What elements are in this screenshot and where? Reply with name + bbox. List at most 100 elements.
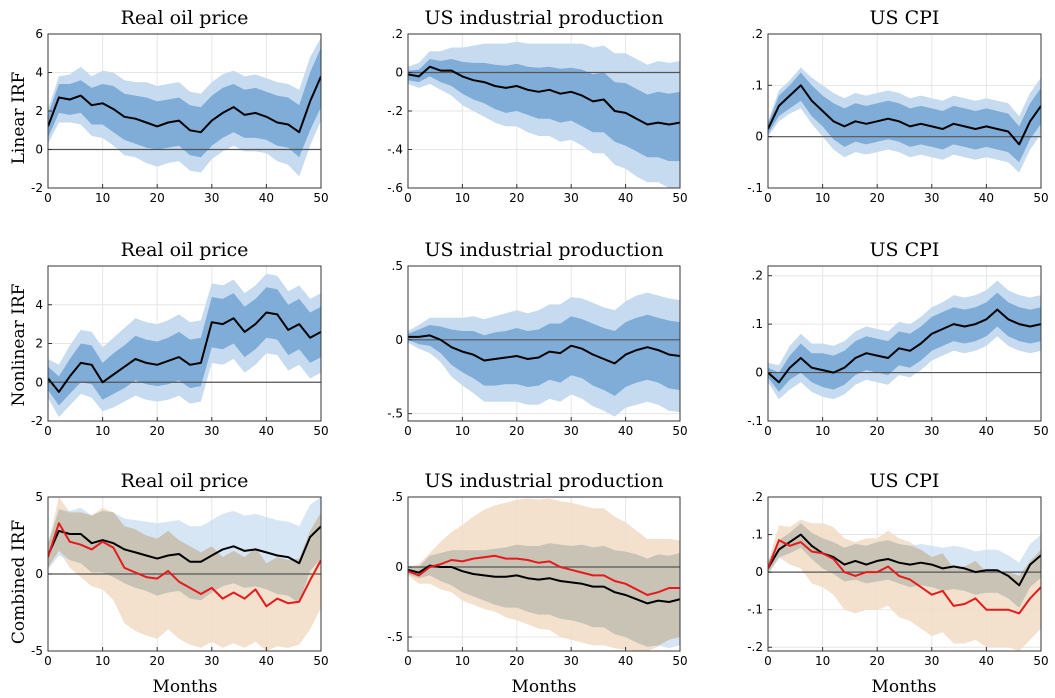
x-tick-label: 0 [404, 191, 412, 205]
inner-confidence-band [768, 72, 1041, 163]
point-estimate-line [768, 308, 1041, 384]
y-tick-label: .1 [752, 528, 763, 542]
panel-title: US industrial production [425, 470, 664, 492]
axes-frame [767, 265, 1042, 422]
row-label-nonlinear: Nonlinear IRF [9, 283, 29, 406]
x-tick-label: 50 [313, 191, 328, 205]
x-tick-label: 10 [455, 654, 470, 668]
x-tick-label: 20 [870, 424, 885, 438]
overlap-band [408, 543, 680, 647]
x-tick-label: 0 [404, 654, 412, 668]
y-tick-label: 0 [35, 143, 43, 157]
x-tick-label: 30 [924, 654, 939, 668]
axes-frame [767, 33, 1042, 189]
x-tick-label: 20 [509, 191, 524, 205]
linear-estimate-line [48, 525, 321, 565]
panel-title: US industrial production [425, 7, 664, 29]
y-tick-label: 0 [755, 366, 763, 380]
x-tick-label: 20 [870, 191, 885, 205]
y-tick-label: .5 [392, 259, 403, 273]
x-tick-label: 10 [815, 424, 830, 438]
axes-frame [407, 496, 681, 652]
y-tick-label: -.5 [387, 630, 403, 644]
x-tick-label: 40 [618, 424, 633, 438]
y-tick-label: .2 [752, 269, 763, 283]
x-tick-label: 20 [150, 191, 165, 205]
x-tick-label: 20 [870, 654, 885, 668]
nonlinear-estimate-line [408, 554, 680, 596]
x-tick-label: 30 [924, 424, 939, 438]
y-tick-label: 0 [395, 333, 403, 347]
panel-title: US industrial production [425, 239, 664, 261]
panel-title: US CPI [870, 239, 940, 261]
row-label-combined: Combined IRF [9, 520, 29, 644]
overlap-band [768, 523, 1041, 608]
panel-title: US CPI [870, 470, 940, 492]
x-tick-label: 20 [509, 654, 524, 668]
x-tick-label: 10 [455, 424, 470, 438]
x-tick-label: 10 [95, 654, 110, 668]
x-tick-label: 30 [564, 424, 579, 438]
x-tick-label: 0 [44, 424, 52, 438]
x-tick-label: 10 [815, 191, 830, 205]
x-tick-label: 40 [979, 654, 994, 668]
panel-2-3: 0 10 20 30 40 50-.10.1.2US CPI [747, 239, 1048, 438]
x-tick-label: 10 [455, 191, 470, 205]
row-label-linear: Linear IRF [9, 71, 29, 164]
inner-confidence-band [768, 292, 1041, 392]
y-tick-label: 0 [35, 567, 43, 581]
y-tick-label: -.1 [747, 181, 763, 195]
panel-3-3: 0 10 20 30 40 50 -.2 -.1 0 .1 .2 US CPI [747, 470, 1048, 668]
panel-2-2: 0 10 20 30 40 50-.50.5US industrial productio… [387, 239, 687, 438]
panel-title: Real oil price [121, 7, 249, 29]
y-tick-label: -.5 [387, 407, 403, 421]
y-tick-label: 4 [35, 66, 43, 80]
x-tick-label: 40 [259, 191, 274, 205]
y-tick-label: 2 [35, 104, 43, 118]
inner-confidence-band [408, 59, 680, 162]
x-tick-label: 50 [1033, 424, 1048, 438]
x-tick-label: 10 [815, 654, 830, 668]
x-tick-label: 40 [259, 654, 274, 668]
y-tick-label: -2 [31, 181, 43, 195]
y-tick-label: 2 [35, 337, 43, 351]
y-tick-label: -.2 [747, 640, 763, 654]
axes-frame [767, 496, 1042, 652]
y-tick-label: .2 [392, 27, 403, 41]
y-tick-label: .1 [752, 317, 763, 331]
x-tick-label: 10 [95, 191, 110, 205]
x-tick-label: 30 [564, 654, 579, 668]
panel-1-3: 0 10 20 30 40 50-.10.1.2US CPI [747, 7, 1048, 205]
y-tick-label: -2 [31, 414, 43, 428]
x-tick-label: 0 [404, 424, 412, 438]
y-tick-label: .1 [752, 78, 763, 92]
overlap-band [48, 509, 321, 604]
inner-confidence-band [48, 287, 321, 406]
panel-title: Real oil price [121, 239, 249, 261]
x-tick-label: 40 [259, 424, 274, 438]
x-tick-label: 30 [204, 424, 219, 438]
y-tick-label: -.4 [387, 143, 403, 157]
y-tick-label: 4 [35, 298, 43, 312]
x-tick-label: 20 [509, 424, 524, 438]
y-tick-label: 6 [35, 27, 43, 41]
axes-frame [407, 265, 681, 422]
y-tick-label: -5 [31, 644, 43, 658]
point-estimate-line [48, 76, 321, 134]
panel-3-2: 0 10 20 30 40 50-.50.5US industrial productio… [387, 470, 687, 668]
linear-estimate-line [768, 533, 1041, 587]
x-tick-label: 50 [313, 424, 328, 438]
x-tick-label: 10 [95, 424, 110, 438]
x-tick-label: 50 [672, 191, 687, 205]
x-tick-label: 50 [672, 424, 687, 438]
x-tick-label: 40 [618, 654, 633, 668]
x-tick-label: 50 [313, 654, 328, 668]
inner-confidence-band [48, 47, 321, 158]
x-tick-label: 30 [924, 191, 939, 205]
y-tick-label: 0 [395, 560, 403, 574]
x-tick-label: 40 [979, 424, 994, 438]
x-tick-label: 50 [672, 654, 687, 668]
